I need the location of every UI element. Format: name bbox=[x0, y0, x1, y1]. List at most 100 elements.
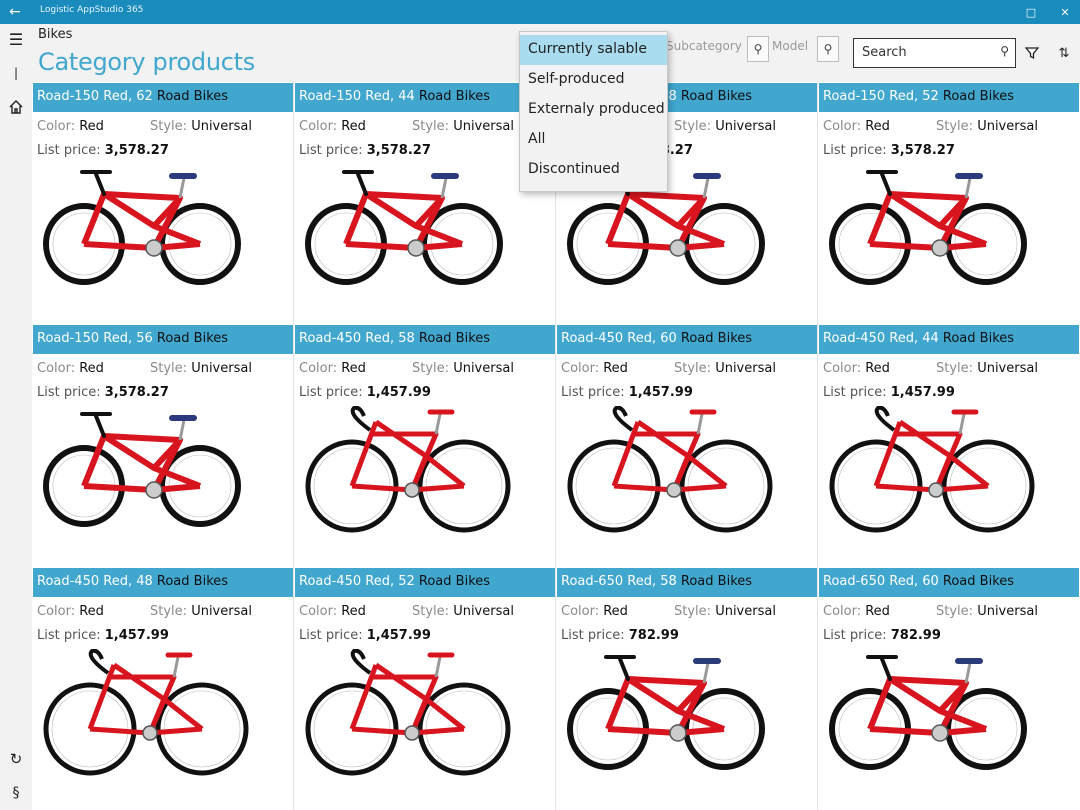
subcategory-search-button[interactable]: ⚲ bbox=[747, 36, 769, 62]
price-value: 1,457.99 bbox=[890, 385, 955, 400]
color-label: Color: bbox=[37, 604, 76, 619]
color-value: Red bbox=[79, 604, 104, 619]
color-label: Color: bbox=[299, 361, 338, 376]
dropdown-item[interactable]: Externaly produced bbox=[528, 101, 665, 117]
price-label: List price: bbox=[823, 385, 887, 400]
color-value: Red bbox=[341, 604, 366, 619]
page-title: Category products bbox=[38, 48, 255, 76]
sort-icon: ⇅ bbox=[1058, 45, 1070, 61]
price-value: 3,578.27 bbox=[890, 143, 955, 158]
bike-image bbox=[829, 655, 1027, 770]
product-header: Road-650 Red, 60 Road Bikes bbox=[819, 568, 1079, 597]
product-card[interactable]: Road-450 Red, 48 Road Bikes Color: Red S… bbox=[32, 567, 293, 809]
style-label: Style: bbox=[150, 604, 188, 619]
price-label: List price: bbox=[299, 143, 363, 158]
price-value: 3,578.27 bbox=[104, 385, 169, 400]
refresh-button[interactable]: ↻ bbox=[0, 746, 32, 772]
sort-button[interactable]: ⇅ bbox=[1052, 41, 1076, 65]
price-label: List price: bbox=[561, 385, 625, 400]
product-category: Road Bikes bbox=[418, 89, 491, 104]
product-category: Road Bikes bbox=[156, 89, 229, 104]
bike-image bbox=[567, 655, 765, 770]
style-label: Style: bbox=[674, 604, 712, 619]
price-row: List price: 3,578.27 bbox=[823, 143, 955, 158]
style-value: Universal bbox=[191, 604, 252, 619]
product-card[interactable]: Road-650 Red, 58 Road Bikes Color: Red S… bbox=[556, 567, 817, 809]
product-header: Road-150 Red, 52 Road Bikes bbox=[819, 83, 1079, 112]
price-row: List price: 1,457.99 bbox=[823, 385, 955, 400]
product-card[interactable]: Road-150 Red, 52 Road Bikes Color: Red S… bbox=[818, 82, 1079, 324]
price-value: 1,457.99 bbox=[366, 385, 431, 400]
hamburger-icon: ☰ bbox=[8, 29, 24, 49]
dropdown-item[interactable]: All bbox=[528, 131, 546, 147]
style-label: Style: bbox=[674, 361, 712, 376]
price-label: List price: bbox=[299, 628, 363, 643]
product-name: Road-650 Red, 58 bbox=[561, 574, 677, 589]
price-row: List price: 782.99 bbox=[823, 628, 941, 643]
product-category: Road Bikes bbox=[942, 89, 1015, 104]
breadcrumb[interactable]: Bikes bbox=[38, 27, 73, 42]
color-row: Color: Red bbox=[823, 361, 890, 376]
price-row: List price: 3,578.27 bbox=[37, 385, 169, 400]
style-row: Style: Universal bbox=[674, 119, 776, 134]
product-card[interactable]: Road-150 Red, 56 Road Bikes Color: Red S… bbox=[32, 324, 293, 566]
close-button[interactable]: ✕ bbox=[1052, 0, 1078, 24]
price-value: 782.99 bbox=[890, 628, 941, 643]
product-name: Road-150 Red, 52 bbox=[823, 89, 939, 104]
product-card[interactable]: Road-150 Red, 62 Road Bikes Color: Red S… bbox=[32, 82, 293, 324]
color-row: Color: Red bbox=[299, 119, 366, 134]
product-category: Road Bikes bbox=[418, 331, 491, 346]
color-label: Color: bbox=[823, 361, 862, 376]
style-value: Universal bbox=[191, 361, 252, 376]
color-row: Color: Red bbox=[299, 361, 366, 376]
product-header: Road-150 Red, 62 Road Bikes bbox=[33, 83, 293, 112]
style-row: Style: Universal bbox=[412, 361, 514, 376]
settings-button[interactable]: § bbox=[0, 780, 32, 806]
color-label: Color: bbox=[37, 119, 76, 134]
style-value: Universal bbox=[715, 604, 776, 619]
color-value: Red bbox=[341, 361, 366, 376]
color-row: Color: Red bbox=[823, 119, 890, 134]
price-row: List price: 1,457.99 bbox=[299, 628, 431, 643]
price-row: List price: 1,457.99 bbox=[37, 628, 169, 643]
color-label: Color: bbox=[299, 119, 338, 134]
price-value: 3,578.27 bbox=[366, 143, 431, 158]
product-card[interactable]: Road-450 Red, 52 Road Bikes Color: Red S… bbox=[294, 567, 555, 809]
search-input[interactable]: Search ⚲ bbox=[853, 38, 1016, 68]
product-header: Road-450 Red, 52 Road Bikes bbox=[295, 568, 555, 597]
dropdown-item[interactable]: Currently salable bbox=[520, 35, 667, 65]
dropdown-item[interactable]: Self-produced bbox=[528, 71, 625, 87]
product-name: Road-150 Red, 62 bbox=[37, 89, 153, 104]
price-label: List price: bbox=[37, 628, 101, 643]
divider-button[interactable]: | bbox=[0, 60, 32, 86]
filter-button[interactable] bbox=[1020, 41, 1044, 65]
product-card[interactable]: Road-150 Red, 44 Road Bikes Color: Red S… bbox=[294, 82, 555, 324]
product-card[interactable]: Road-450 Red, 44 Road Bikes Color: Red S… bbox=[818, 324, 1079, 566]
bike-image bbox=[43, 170, 241, 285]
home-button[interactable] bbox=[0, 94, 32, 120]
bike-image bbox=[829, 406, 1035, 533]
model-search-button[interactable]: ⚲ bbox=[817, 36, 839, 62]
color-label: Color: bbox=[299, 604, 338, 619]
style-row: Style: Universal bbox=[936, 361, 1038, 376]
color-value: Red bbox=[79, 361, 104, 376]
price-label: List price: bbox=[37, 385, 101, 400]
color-label: Color: bbox=[561, 604, 600, 619]
back-button[interactable]: ← bbox=[0, 0, 30, 24]
maximize-icon: □ bbox=[1025, 5, 1037, 19]
product-header: Road-150 Red, 56 Road Bikes bbox=[33, 325, 293, 354]
menu-button[interactable]: ☰ bbox=[0, 26, 32, 52]
color-value: Red bbox=[865, 361, 890, 376]
price-value: 1,457.99 bbox=[628, 385, 693, 400]
style-row: Style: Universal bbox=[150, 361, 252, 376]
bike-image bbox=[567, 170, 765, 285]
dropdown-item[interactable]: Discontinued bbox=[528, 161, 620, 177]
style-value: Universal bbox=[977, 119, 1038, 134]
style-row: Style: Universal bbox=[150, 604, 252, 619]
color-row: Color: Red bbox=[299, 604, 366, 619]
divider-icon: | bbox=[13, 66, 19, 80]
maximize-button[interactable]: □ bbox=[1018, 0, 1044, 24]
product-card[interactable]: Road-450 Red, 60 Road Bikes Color: Red S… bbox=[556, 324, 817, 566]
product-card[interactable]: Road-650 Red, 60 Road Bikes Color: Red S… bbox=[818, 567, 1079, 809]
product-card[interactable]: Road-450 Red, 58 Road Bikes Color: Red S… bbox=[294, 324, 555, 566]
